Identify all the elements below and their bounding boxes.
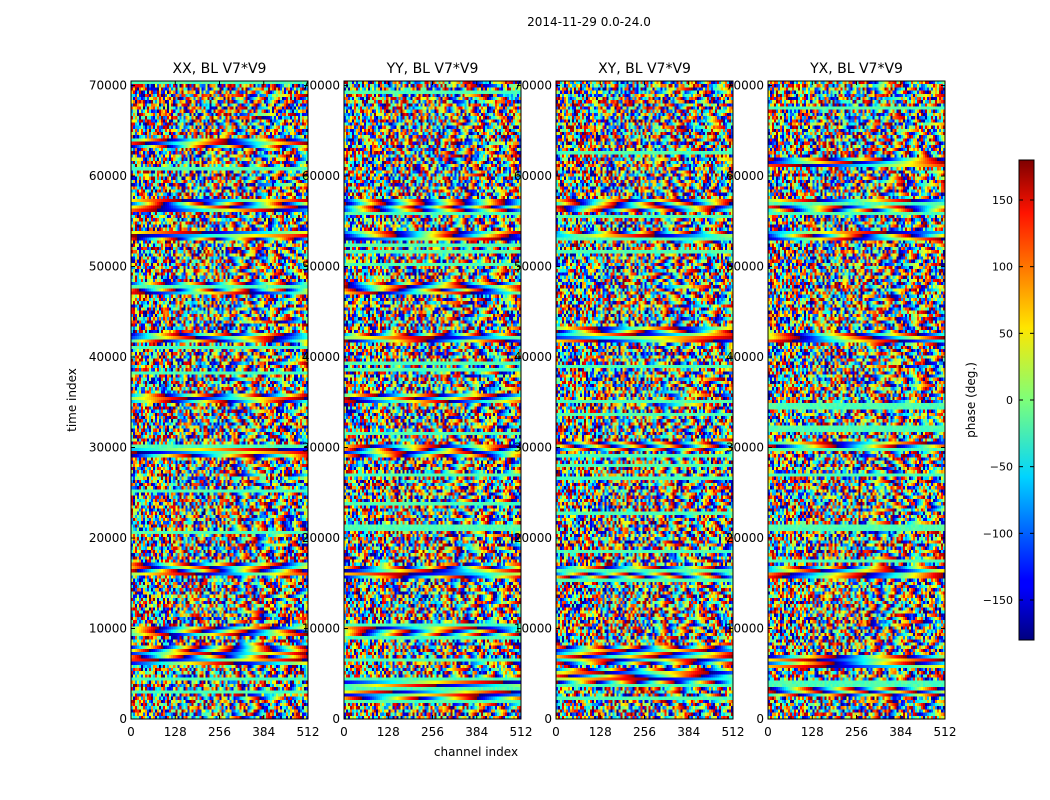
panel-3-ytick-label-6: 60000 xyxy=(726,169,764,183)
panel-1-xtick-label-0: 0 xyxy=(340,725,348,739)
panel-0-ytick-label-4: 40000 xyxy=(89,350,127,364)
panel-2-heatmap xyxy=(556,81,733,719)
colorbar-tick-label-1: −100 xyxy=(983,527,1013,540)
panel-0-ytick-label-7: 70000 xyxy=(89,79,127,93)
panel-1-xtick-label-3: 384 xyxy=(465,725,488,739)
panel-3-xtick-label-4: 512 xyxy=(934,725,957,739)
panel-2-ytick-label-7: 70000 xyxy=(514,79,552,93)
panel-0-xtick-label-0: 0 xyxy=(127,725,135,739)
panel-3-ytick-label-1: 10000 xyxy=(726,622,764,636)
panel-0-ytick-label-1: 10000 xyxy=(89,622,127,636)
panel-3-ytick-label-4: 40000 xyxy=(726,350,764,364)
panel-3-heatmap xyxy=(768,81,945,719)
panel-3-ytick-label-2: 20000 xyxy=(726,531,764,545)
panel-0-xtick-label-3: 384 xyxy=(252,725,275,739)
waterfall-panels: XX, BL V7*V9 0 128 256 384 512 0 10000 20000 3000… xyxy=(89,61,957,739)
panel-0-xtick-label-2: 256 xyxy=(208,725,231,739)
colorbar-tick-label-0: −150 xyxy=(983,594,1013,607)
panel-1-ytick-label-5: 50000 xyxy=(302,260,340,274)
panel-1-ytick-label-4: 40000 xyxy=(302,350,340,364)
panel-2-ytick-label-5: 50000 xyxy=(514,260,552,274)
panel-3-ytick-label-0: 0 xyxy=(756,712,764,726)
colorbar-tick-label-4: 50 xyxy=(999,327,1013,340)
panel-1-xtick-label-4: 512 xyxy=(510,725,533,739)
panel-2-ytick-label-3: 30000 xyxy=(514,441,552,455)
colorbar-label: phase (deg.) xyxy=(964,362,978,438)
panel-1-ytick-label-1: 10000 xyxy=(302,622,340,636)
panel-3-ytick-label-3: 30000 xyxy=(726,441,764,455)
panel-0-xtick-label-4: 512 xyxy=(297,725,320,739)
panel-2-ytick-label-2: 20000 xyxy=(514,531,552,545)
panel-3-xtick-label-3: 384 xyxy=(889,725,912,739)
panel-1-heatmap xyxy=(344,81,521,719)
panel-3: YX, BL V7*V9 0 128 256 384 512 0 10000 20000 3000… xyxy=(726,61,957,739)
panel-2-xtick-label-0: 0 xyxy=(552,725,560,739)
panel-0-ytick-label-5: 50000 xyxy=(89,260,127,274)
panel-1-xtick-label-2: 256 xyxy=(421,725,444,739)
panel-0-ytick-label-0: 0 xyxy=(119,712,127,726)
panel-0-ytick-label-6: 60000 xyxy=(89,169,127,183)
panel-2-title: XY, BL V7*V9 xyxy=(598,61,691,77)
panel-1-ytick-label-6: 60000 xyxy=(302,169,340,183)
panel-3-title: YX, BL V7*V9 xyxy=(809,61,903,77)
panel-2-xtick-label-3: 384 xyxy=(677,725,700,739)
y-axis-label: time index xyxy=(65,368,79,432)
panel-0: XX, BL V7*V9 0 128 256 384 512 0 10000 20000 3000… xyxy=(89,61,320,739)
panel-1-ytick-label-7: 70000 xyxy=(302,79,340,93)
panel-1-title: YY, BL V7*V9 xyxy=(386,61,479,77)
panel-2-ytick-label-4: 40000 xyxy=(514,350,552,364)
panel-2-ytick-label-6: 60000 xyxy=(514,169,552,183)
colorbar-tick-label-2: −50 xyxy=(990,461,1013,474)
x-axis-label: channel index xyxy=(434,745,518,759)
figure-suptitle: 2014-11-29 0.0-24.0 xyxy=(527,15,651,29)
panel-3-ytick-label-5: 50000 xyxy=(726,260,764,274)
colorbar-tick-label-5: 100 xyxy=(992,261,1013,274)
panel-3-xtick-label-1: 128 xyxy=(801,725,824,739)
panel-2-xtick-label-4: 512 xyxy=(722,725,745,739)
panel-3-ytick-label-7: 70000 xyxy=(726,79,764,93)
panel-2-ytick-label-0: 0 xyxy=(544,712,552,726)
panel-1-ytick-label-2: 20000 xyxy=(302,531,340,545)
panel-1-ytick-label-3: 30000 xyxy=(302,441,340,455)
panel-1-ytick-label-0: 0 xyxy=(332,712,340,726)
panel-1-xtick-label-1: 128 xyxy=(377,725,400,739)
colorbar-tick-label-3: 0 xyxy=(1006,394,1013,407)
panel-2: XY, BL V7*V9 0 128 256 384 512 0 10000 20000 3000… xyxy=(514,61,745,739)
panel-0-title: XX, BL V7*V9 xyxy=(173,61,267,77)
panel-2-xtick-label-1: 128 xyxy=(589,725,612,739)
panel-0-xtick-label-1: 128 xyxy=(164,725,187,739)
panel-1: YY, BL V7*V9 0 128 256 384 512 0 10000 20000 3000… xyxy=(302,61,533,739)
panel-3-xtick-label-0: 0 xyxy=(764,725,772,739)
panel-0-heatmap xyxy=(131,81,308,719)
panel-2-xtick-label-2: 256 xyxy=(633,725,656,739)
colorbar-ticks: −150 −100 −50 0 50 100 150 xyxy=(983,194,1034,607)
colorbar: −150 −100 −50 0 50 100 150 phase (deg.) xyxy=(964,159,1035,641)
panel-0-ytick-label-3: 30000 xyxy=(89,441,127,455)
panel-2-ytick-label-1: 10000 xyxy=(514,622,552,636)
panel-0-ytick-label-2: 20000 xyxy=(89,531,127,545)
colorbar-tick-label-6: 150 xyxy=(992,194,1013,207)
panel-3-xtick-label-2: 256 xyxy=(845,725,868,739)
